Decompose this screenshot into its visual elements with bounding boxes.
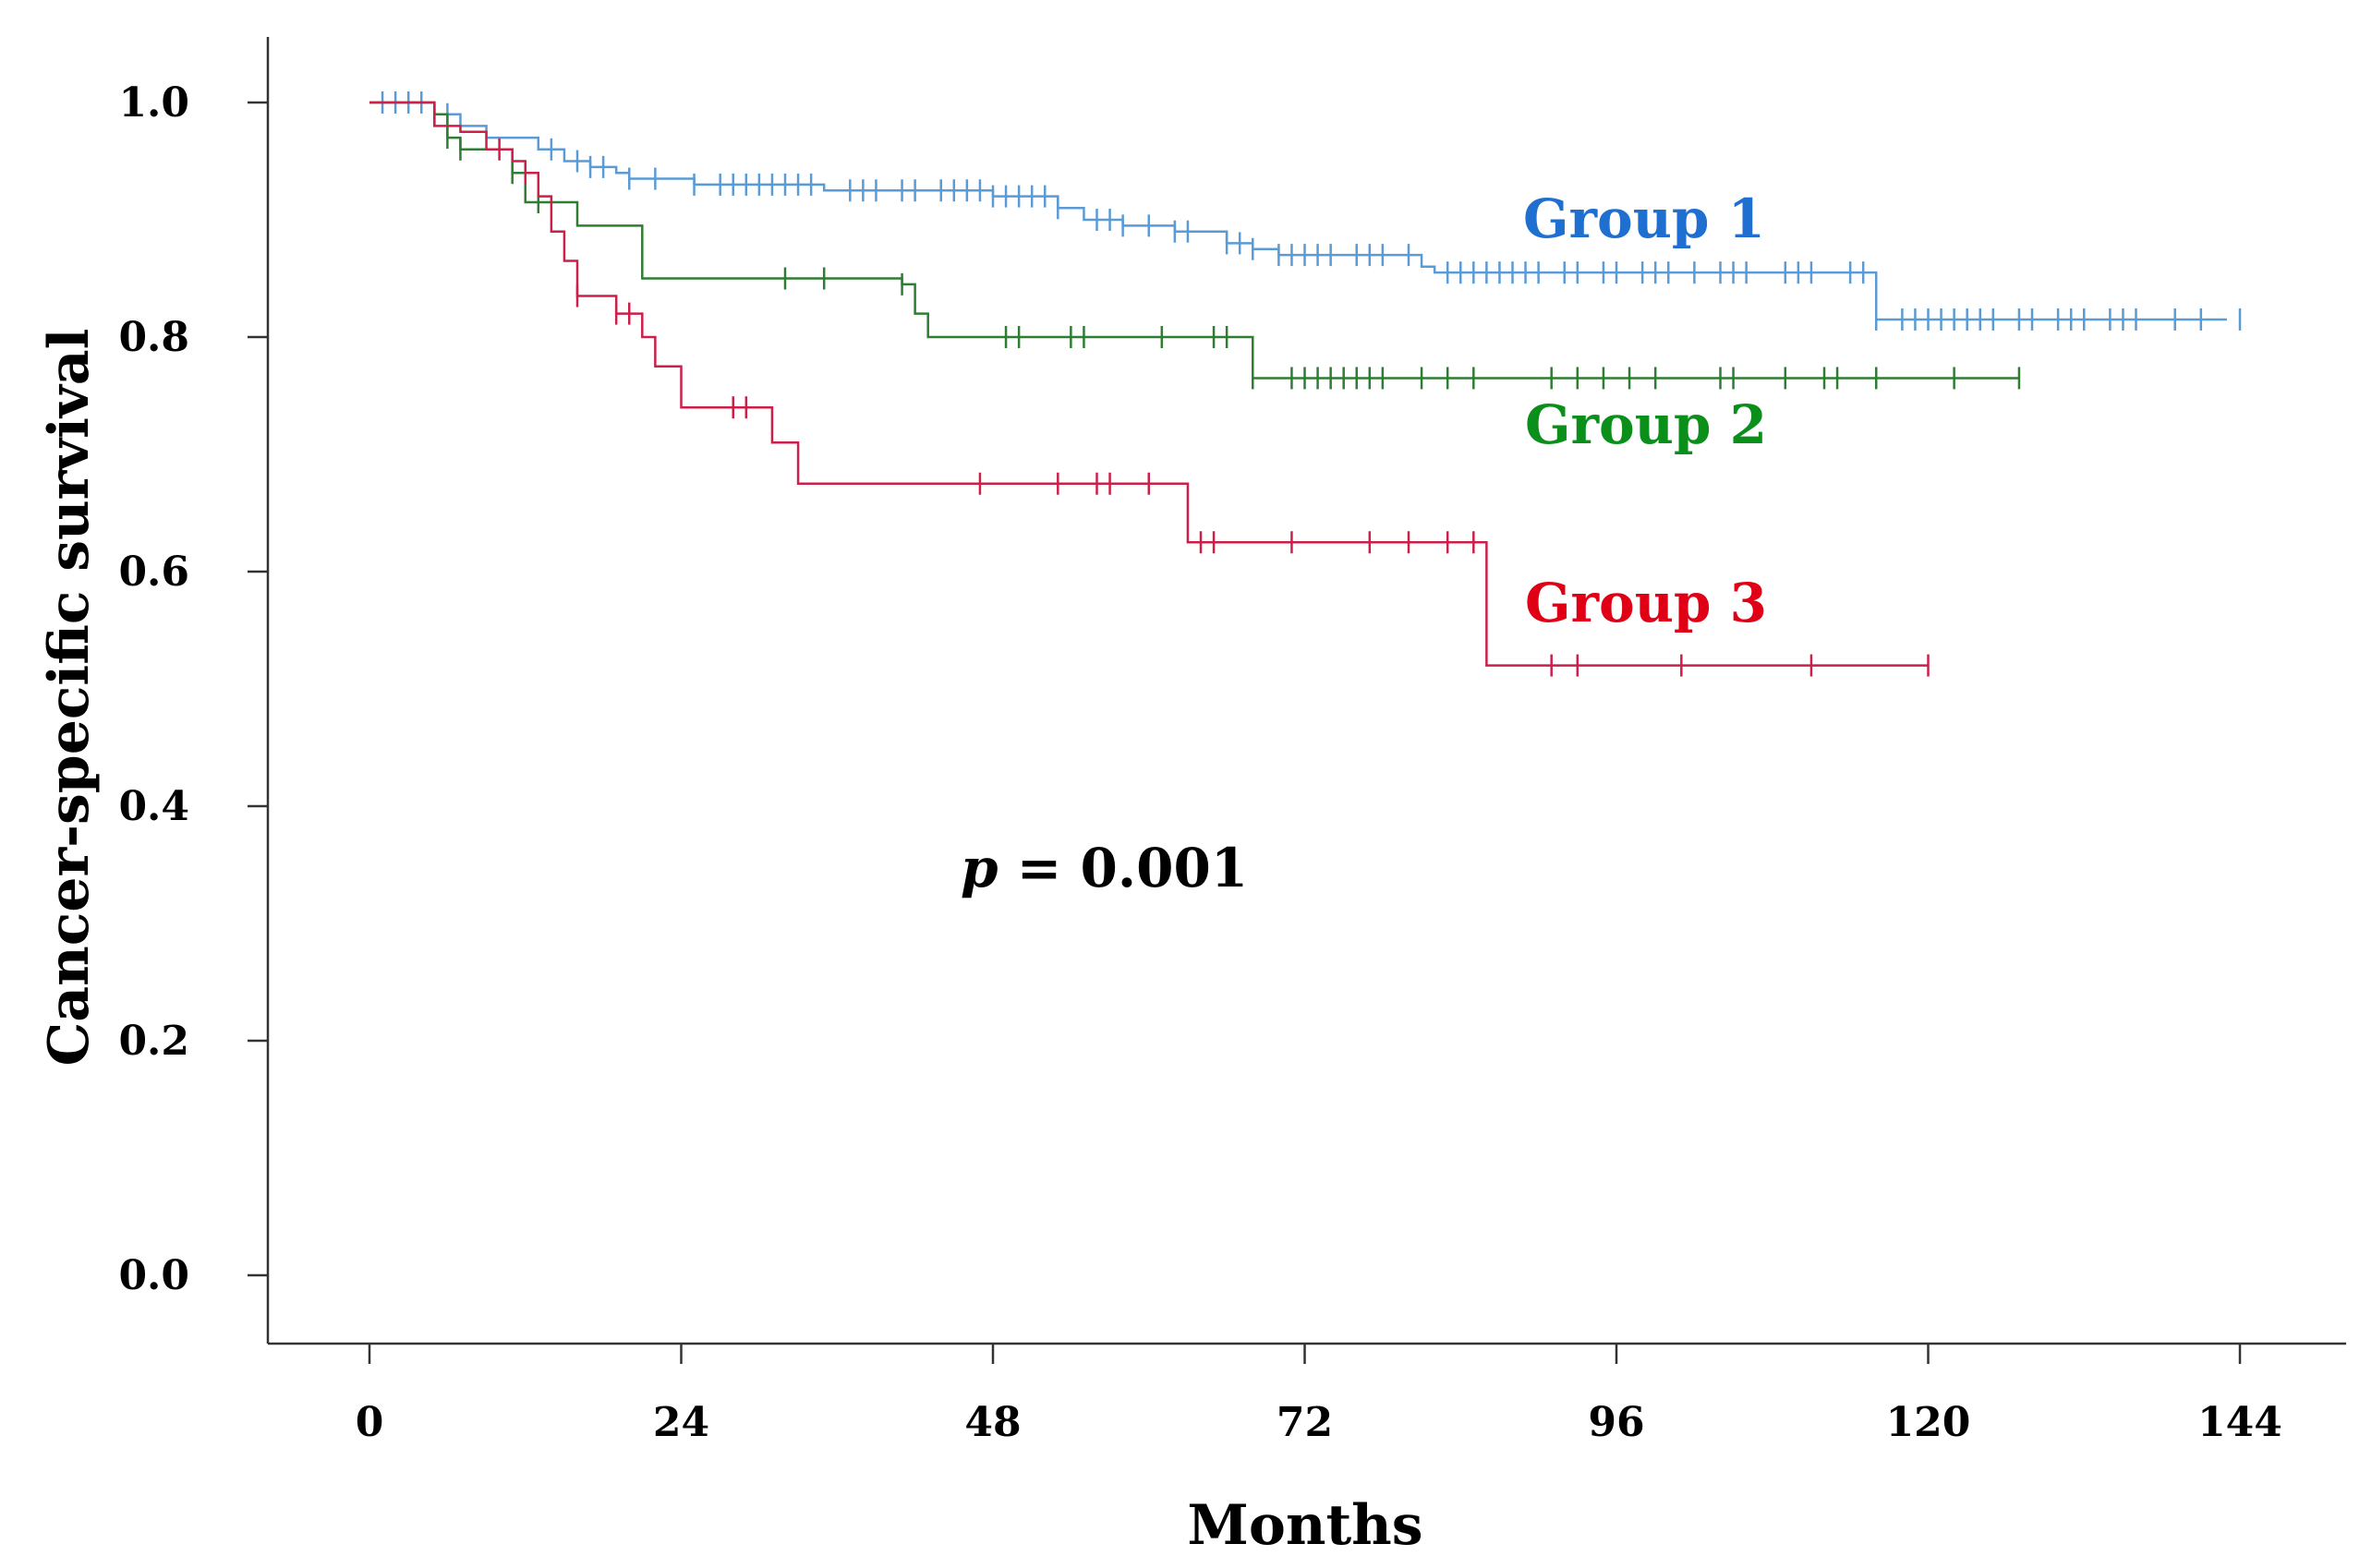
x-tick-label: 48	[964, 1399, 1021, 1446]
series-3	[369, 101, 1930, 677]
axes: 0.0 0.2 0.4 0.6 0.8 1.0 0 24 48 72 96 120 144	[118, 37, 2346, 1446]
series-3-line	[369, 101, 1929, 667]
y-tick-label: 1.0	[118, 79, 189, 127]
group-2-label: Group 2	[1525, 393, 1767, 456]
x-tick-label: 120	[1886, 1399, 1971, 1446]
x-tick-label: 96	[1588, 1399, 1644, 1446]
series-2	[369, 101, 2021, 390]
y-tick-label: 0.8	[118, 314, 189, 361]
p-value-text: = 0.001	[998, 837, 1249, 899]
x-axis-title: Months	[1187, 1493, 1422, 1558]
y-tick-label: 0.6	[118, 549, 189, 596]
x-tick-label: 72	[1277, 1399, 1333, 1446]
y-tick-label: 0.2	[118, 1018, 189, 1065]
series-1	[369, 91, 2242, 331]
series-layer	[369, 91, 2242, 677]
x-tick-label: 0	[356, 1399, 384, 1446]
p-value-annotation: p = 0.001	[961, 837, 1248, 899]
group-1-label: Group 1	[1523, 187, 1765, 250]
p-symbol: p	[961, 837, 998, 899]
group-3-label: Group 3	[1525, 572, 1767, 634]
x-tick-label: 24	[653, 1399, 709, 1446]
y-axis-title: Cancer-specific survival	[37, 329, 102, 1067]
y-tick-label: 0.0	[118, 1252, 189, 1299]
y-tick-label: 0.4	[118, 783, 189, 830]
x-tick-label: 144	[2197, 1399, 2282, 1446]
